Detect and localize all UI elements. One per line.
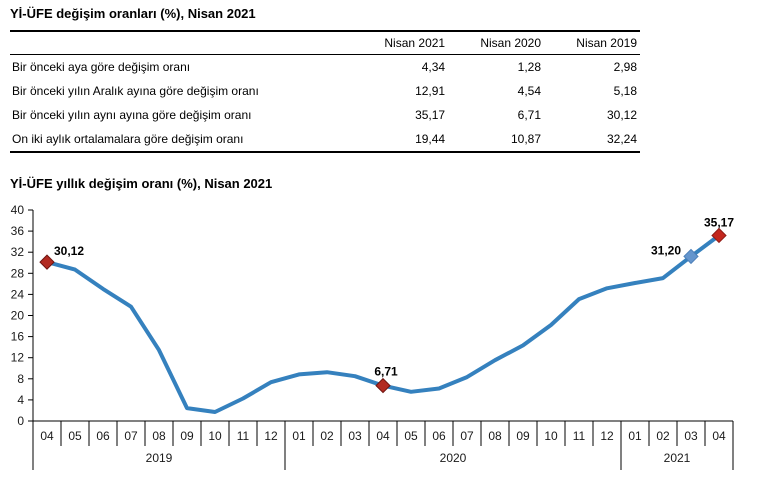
rates-table: Nisan 2021 Nisan 2020 Nisan 2019 Bir önc… <box>10 30 640 153</box>
row-label: Bir önceki yılın Aralık ayına göre değiş… <box>12 84 259 98</box>
table-row: Bir önceki yılın Aralık ayına göre değiş… <box>10 79 640 103</box>
x-month-label: 04 <box>40 429 54 443</box>
x-month-label: 10 <box>544 429 558 443</box>
header-nisan-2021: Nisan 2021 <box>352 31 449 55</box>
cell-value: 10,87 <box>511 132 542 146</box>
y-tick-label: 4 <box>17 393 24 407</box>
x-month-label: 06 <box>96 429 110 443</box>
x-month-label: 09 <box>180 429 194 443</box>
header-nisan-2019: Nisan 2019 <box>544 31 640 55</box>
y-tick-label: 16 <box>11 330 25 344</box>
x-month-label: 11 <box>237 429 250 443</box>
x-month-label: 07 <box>460 429 474 443</box>
row-label: Bir önceki yılın aynı ayına göre değişim… <box>12 108 252 122</box>
x-month-label: 08 <box>152 429 166 443</box>
x-month-label: 08 <box>488 429 502 443</box>
cell-value: 35,17 <box>415 108 446 122</box>
y-tick-label: 28 <box>11 266 25 280</box>
chart-title: Yİ-ÜFE yıllık değişim oranı (%), Nisan 2… <box>10 176 273 191</box>
cell-value: 5,18 <box>613 84 637 98</box>
x-year-label: 2020 <box>440 451 467 465</box>
x-month-label: 02 <box>320 429 334 443</box>
data-point-label: 35,17 <box>704 215 734 229</box>
data-point-marker <box>683 248 699 265</box>
x-month-label: 12 <box>600 429 614 443</box>
cell-value: 19,44 <box>415 132 446 146</box>
x-month-label: 11 <box>573 429 586 443</box>
x-month-label: 05 <box>68 429 82 443</box>
x-month-label: 02 <box>656 429 670 443</box>
data-point-marker <box>39 254 55 270</box>
x-month-label: 01 <box>292 429 306 443</box>
row-label: On iki aylık ortalamalara göre değişim o… <box>12 132 244 146</box>
cell-value: 2,98 <box>613 60 637 74</box>
x-year-label: 2021 <box>664 451 691 465</box>
y-tick-label: 36 <box>11 224 25 238</box>
table-row: On iki aylık ortalamalara göre değişim o… <box>10 127 640 152</box>
x-month-label: 06 <box>432 429 446 443</box>
data-point-marker <box>711 227 727 244</box>
cell-value: 12,91 <box>415 84 446 98</box>
header-nisan-2020: Nisan 2020 <box>448 31 545 55</box>
cell-value: 4,34 <box>421 60 446 74</box>
x-month-label: 10 <box>208 429 222 443</box>
cell-value: 30,12 <box>606 108 637 122</box>
x-month-label: 09 <box>516 429 530 443</box>
x-month-label: 12 <box>264 429 278 443</box>
y-tick-label: 40 <box>11 203 25 217</box>
cell-value: 6,71 <box>517 108 542 122</box>
x-month-label: 07 <box>124 429 138 443</box>
header-spacer <box>10 31 353 55</box>
cell-value: 32,24 <box>606 132 637 146</box>
x-month-label: 01 <box>628 429 642 443</box>
data-point-label: 30,12 <box>54 244 84 258</box>
table-title: Yİ-ÜFE değişim oranları (%), Nisan 2021 <box>10 6 256 21</box>
x-month-label: 03 <box>684 429 698 443</box>
table-header-row: Nisan 2021 Nisan 2020 Nisan 2019 <box>10 31 640 55</box>
x-month-label: 04 <box>712 429 726 443</box>
y-tick-label: 32 <box>11 245 25 259</box>
data-point-label: 6,71 <box>374 365 398 379</box>
cell-value: 4,54 <box>517 84 542 98</box>
x-year-label: 2019 <box>146 451 173 465</box>
cell-value: 1,28 <box>517 60 542 74</box>
y-tick-label: 12 <box>11 351 25 365</box>
table-row: Bir önceki yılın aynı ayına göre değişim… <box>10 103 640 127</box>
table-row: Bir önceki aya göre değişim oranı 4,34 1… <box>10 55 640 80</box>
x-month-label: 03 <box>348 429 362 443</box>
y-tick-label: 0 <box>17 414 24 428</box>
row-label: Bir önceki aya göre değişim oranı <box>12 60 191 74</box>
y-tick-label: 8 <box>17 372 24 386</box>
data-point-marker <box>375 377 391 394</box>
y-tick-label: 20 <box>11 309 25 323</box>
y-tick-label: 24 <box>11 287 25 301</box>
x-month-label: 05 <box>404 429 418 443</box>
data-point-label: 31,20 <box>651 243 681 257</box>
x-month-label: 04 <box>376 429 390 443</box>
